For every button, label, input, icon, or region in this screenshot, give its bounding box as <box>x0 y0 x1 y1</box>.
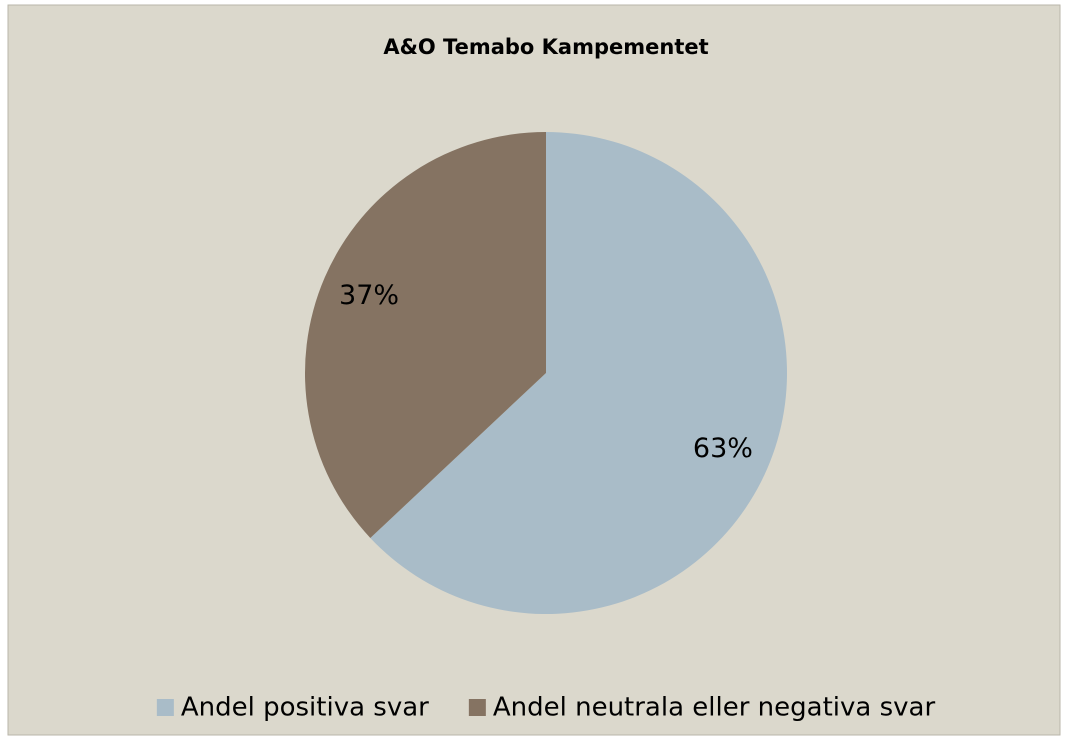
data-label: 63% <box>693 433 753 464</box>
pie-slice <box>305 131 546 538</box>
chart-title: A&O Temabo Kampementet <box>383 35 708 59</box>
legend-swatch <box>156 699 174 716</box>
data-label: 37% <box>339 280 399 311</box>
legend-swatch <box>468 699 486 716</box>
legend-label: Andel positiva svar <box>181 693 429 723</box>
pie-slice <box>370 132 788 614</box>
legend-label: Andel neutrala eller negativa svar <box>493 693 936 723</box>
